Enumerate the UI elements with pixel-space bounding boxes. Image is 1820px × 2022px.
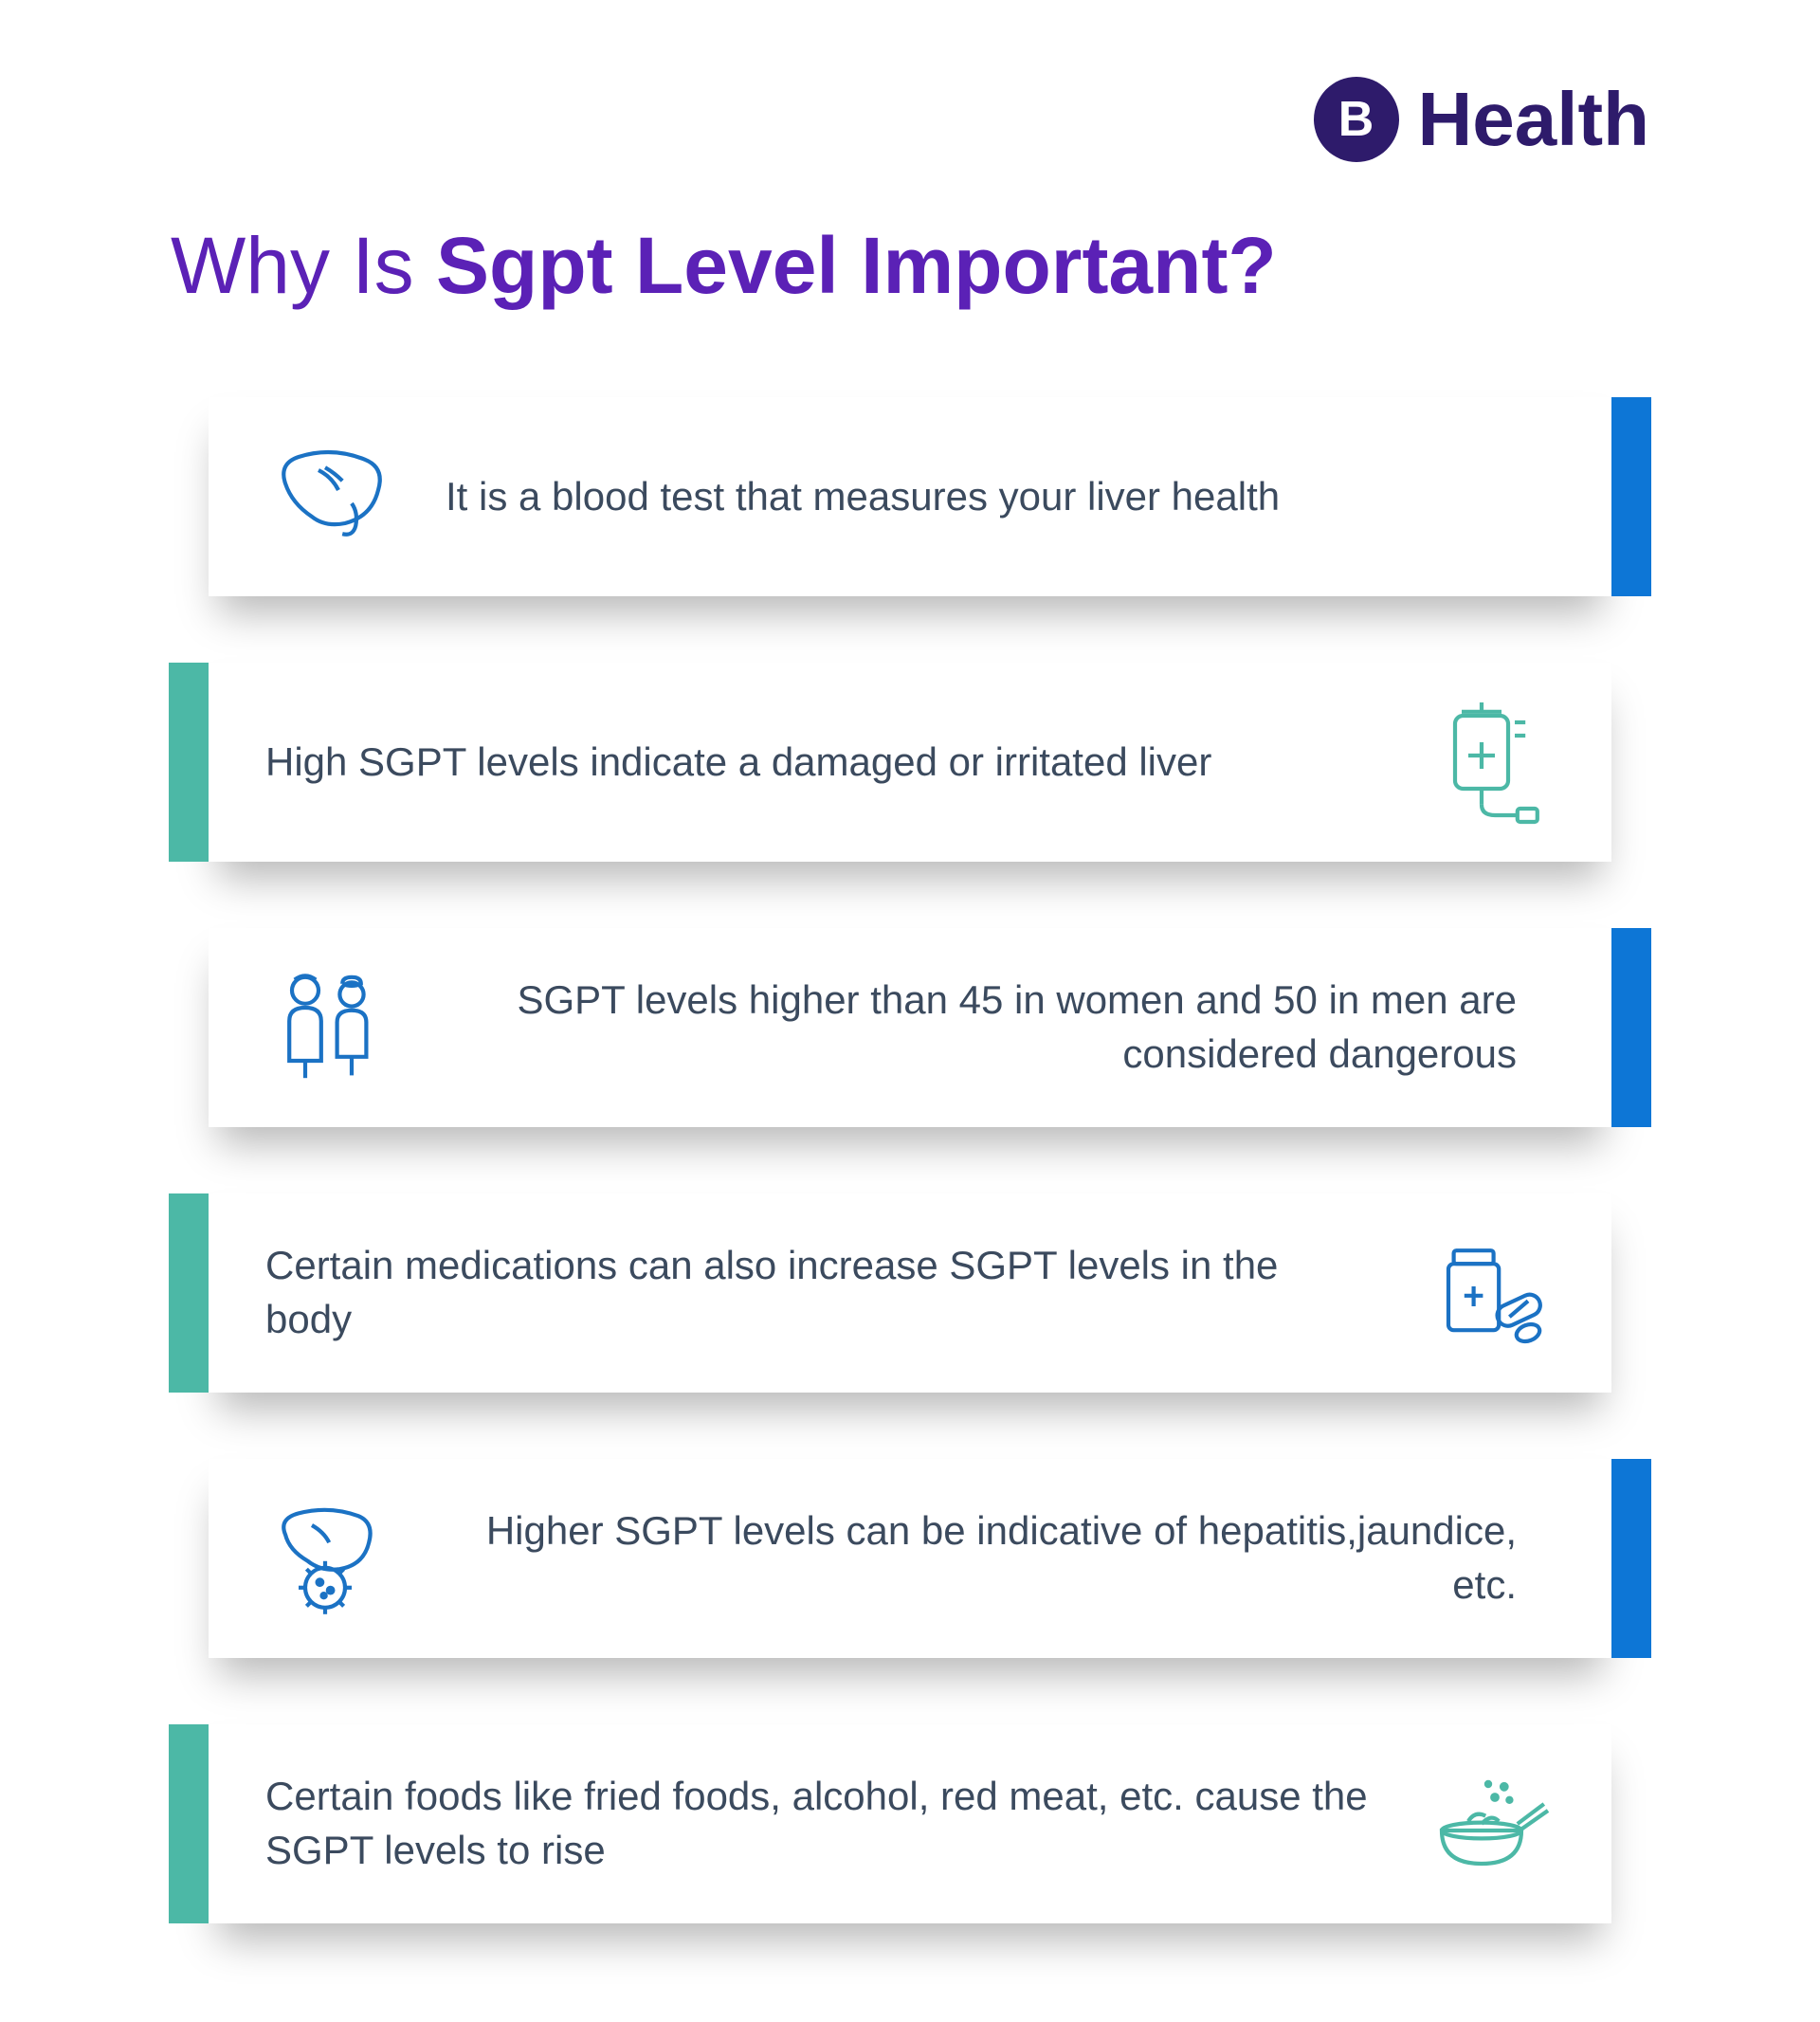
info-card: Higher SGPT levels can be indicative of …: [209, 1459, 1611, 1658]
card-text: It is a blood test that measures your li…: [446, 470, 1555, 524]
card-content: Certain medications can also increase SG…: [209, 1227, 1611, 1359]
card-content: High SGPT levels indicate a damaged or i…: [209, 696, 1611, 829]
brand-logo: B Health: [171, 76, 1649, 163]
title-bold: Sgpt Level Important?: [436, 221, 1277, 310]
info-card: Certain medications can also increase SG…: [209, 1193, 1611, 1393]
card-text: Certain foods like fried foods, alcohol,…: [265, 1770, 1374, 1877]
info-card: Certain foods like fried foods, alcohol,…: [209, 1724, 1611, 1923]
liver-icon: [265, 430, 398, 563]
cards-list: It is a blood test that measures your li…: [171, 397, 1649, 1923]
card-content: Higher SGPT levels can be indicative of …: [209, 1492, 1611, 1625]
accent-bar: [1611, 928, 1651, 1127]
info-card: SGPT levels higher than 45 in women and …: [209, 928, 1611, 1127]
meds-icon: [1422, 1227, 1555, 1359]
card-content: It is a blood test that measures your li…: [209, 430, 1611, 563]
accent-bar: [1611, 397, 1651, 596]
iv-bag-icon: [1422, 696, 1555, 829]
liver-virus-icon: [265, 1492, 398, 1625]
accent-bar: [169, 663, 209, 862]
accent-bar: [1611, 1459, 1651, 1658]
card-text: High SGPT levels indicate a damaged or i…: [265, 736, 1374, 790]
accent-bar: [169, 1193, 209, 1393]
card-text: Certain medications can also increase SG…: [265, 1239, 1374, 1346]
card-text: Higher SGPT levels can be indicative of …: [446, 1504, 1555, 1612]
info-card: It is a blood test that measures your li…: [209, 397, 1611, 596]
logo-text: Health: [1418, 76, 1650, 163]
people-icon: [265, 961, 398, 1094]
info-card: High SGPT levels indicate a damaged or i…: [209, 663, 1611, 862]
page-title: Why Is Sgpt Level Important?: [171, 220, 1649, 312]
accent-bar: [169, 1724, 209, 1923]
card-content: SGPT levels higher than 45 in women and …: [209, 961, 1611, 1094]
wok-icon: [1422, 1758, 1555, 1890]
card-content: Certain foods like fried foods, alcohol,…: [209, 1758, 1611, 1890]
card-text: SGPT levels higher than 45 in women and …: [446, 974, 1555, 1081]
title-prefix: Why Is: [171, 221, 436, 310]
logo-badge: B: [1314, 77, 1399, 162]
